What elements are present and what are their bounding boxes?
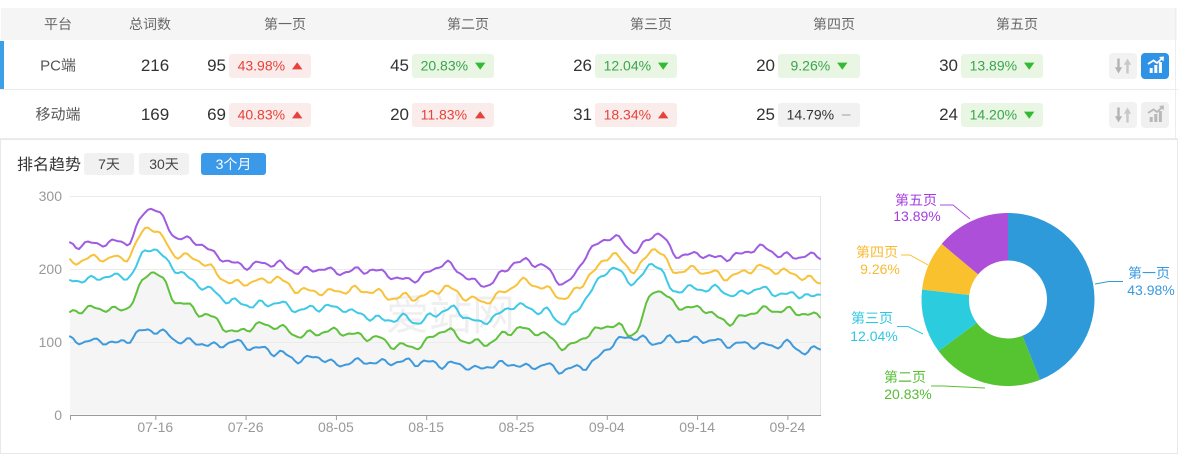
svg-text:09-14: 09-14 <box>679 419 715 435</box>
svg-text:09-24: 09-24 <box>769 419 805 435</box>
svg-text:20.83%: 20.83% <box>884 386 931 402</box>
svg-text:216: 216 <box>141 56 169 75</box>
svg-text:08-05: 08-05 <box>318 419 354 435</box>
svg-text:12.04%: 12.04% <box>604 58 651 74</box>
svg-text:12.04%: 12.04% <box>850 328 897 344</box>
svg-text:100: 100 <box>39 334 63 350</box>
svg-text:30: 30 <box>939 56 958 75</box>
svg-text:07-26: 07-26 <box>228 419 264 435</box>
svg-text:09-04: 09-04 <box>589 419 625 435</box>
svg-text:07-16: 07-16 <box>137 419 173 435</box>
svg-text:3: 3 <box>216 156 224 172</box>
svg-text:200: 200 <box>39 261 63 277</box>
svg-text:69: 69 <box>207 105 226 124</box>
svg-text:43.98%: 43.98% <box>1127 282 1174 298</box>
svg-text:08-25: 08-25 <box>499 419 535 435</box>
svg-text:08-15: 08-15 <box>408 419 444 435</box>
svg-text:40.83%: 40.83% <box>238 107 285 123</box>
svg-text:13.89%: 13.89% <box>970 58 1017 74</box>
svg-text:26: 26 <box>573 56 592 75</box>
svg-text:14.20%: 14.20% <box>970 107 1017 123</box>
svg-text:20.83%: 20.83% <box>421 58 468 74</box>
svg-text:9.26%: 9.26% <box>791 58 831 74</box>
svg-text:20: 20 <box>756 56 775 75</box>
svg-text:20: 20 <box>390 105 409 124</box>
svg-text:PC: PC <box>40 58 61 75</box>
svg-text:9.26%: 9.26% <box>860 261 900 277</box>
svg-text:11.83%: 11.83% <box>421 107 467 123</box>
svg-text:300: 300 <box>39 188 63 204</box>
svg-text:18.34%: 18.34% <box>604 107 651 123</box>
svg-text:24: 24 <box>939 105 958 124</box>
svg-text:13.89%: 13.89% <box>893 208 940 224</box>
svg-text:0: 0 <box>54 407 62 423</box>
svg-text:31: 31 <box>573 105 592 124</box>
svg-text:14.79%: 14.79% <box>787 107 834 123</box>
svg-text:7: 7 <box>98 156 106 172</box>
svg-text:45: 45 <box>390 56 409 75</box>
svg-text:43.98%: 43.98% <box>238 58 285 74</box>
svg-text:30: 30 <box>149 156 165 172</box>
svg-text:95: 95 <box>207 56 226 75</box>
svg-text:25: 25 <box>756 105 775 124</box>
svg-text:169: 169 <box>141 105 169 124</box>
